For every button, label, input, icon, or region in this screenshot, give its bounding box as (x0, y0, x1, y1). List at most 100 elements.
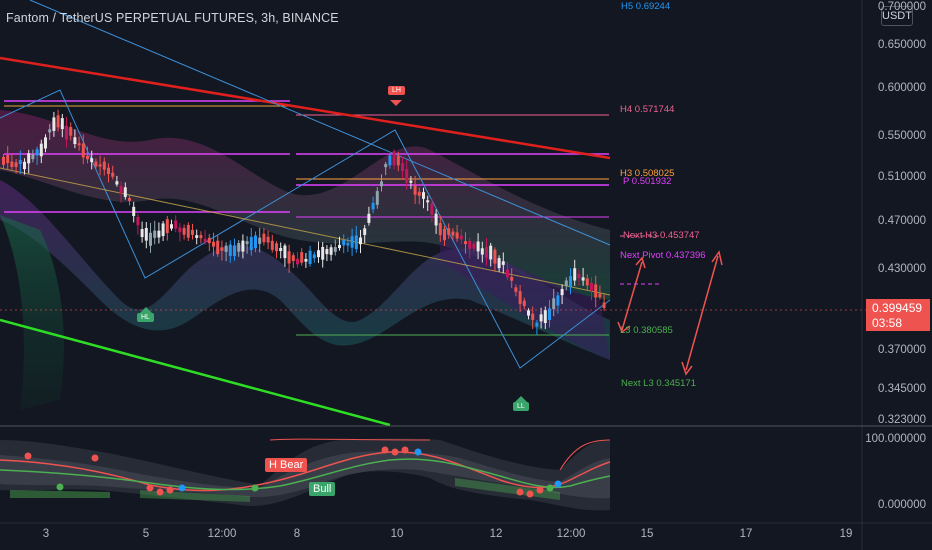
candle-body (182, 228, 186, 235)
candle-body (178, 227, 182, 233)
candle-body (102, 161, 106, 170)
oscillator-signal-dot (526, 490, 534, 498)
candle-body (111, 172, 115, 177)
candle-body (598, 293, 602, 298)
candle-body (6, 154, 10, 164)
candle-body (543, 309, 547, 324)
candle-body (548, 308, 551, 320)
candle-body (401, 163, 404, 172)
candle-body (132, 206, 136, 217)
candle-body (556, 295, 560, 306)
candle-body (296, 258, 299, 265)
candle-body (489, 245, 493, 260)
pivot-label-p: P 0.501932 (623, 176, 672, 187)
time-axis-label: 10 (390, 528, 404, 540)
candle-body (518, 291, 522, 304)
hl-marker: HL (137, 313, 154, 322)
candle-body (384, 164, 388, 168)
candle-body (161, 223, 165, 237)
candle-body (65, 125, 68, 140)
price-axis-label: 0.550000 (878, 130, 926, 142)
price-axis-label: 0.345000 (878, 383, 926, 395)
candle-body (90, 158, 94, 163)
currency-button[interactable]: USDT (881, 6, 913, 26)
candle-body (321, 246, 325, 260)
candle-body (14, 162, 18, 168)
oscillator-signal-dot (251, 484, 259, 492)
candle-body (354, 235, 358, 250)
candle-body (18, 159, 22, 165)
candle-body (438, 223, 442, 236)
candle-body (237, 243, 241, 252)
candle-body (254, 235, 257, 249)
candle-body (535, 322, 539, 327)
candle-body (485, 247, 488, 258)
candle-body (531, 313, 535, 321)
candle-body (245, 241, 249, 245)
candle-body (476, 241, 480, 252)
candle-body (590, 283, 593, 291)
oscillator-signal-dot (156, 488, 164, 496)
candle-body (119, 185, 123, 194)
oscillator-signal-dot (24, 452, 32, 460)
candle-body (81, 143, 85, 158)
candle-body (207, 237, 211, 244)
oscillator-panel (0, 438, 611, 511)
candle-body (153, 230, 157, 238)
candle-body (48, 129, 52, 133)
candle-body (359, 237, 362, 245)
candle-body (279, 247, 283, 252)
oscillator-axis-label: 0.000000 (878, 499, 926, 511)
candle-body (493, 249, 497, 264)
candle-body (233, 245, 236, 257)
current-price: 0.399459 (872, 301, 923, 315)
candle-body (60, 118, 64, 130)
candle-body (497, 258, 501, 269)
candle-body (388, 155, 392, 166)
candle-body (325, 249, 329, 255)
candle-body (220, 247, 224, 251)
pivot-label-h4: H4 0.571744 (620, 104, 675, 115)
oscillator-signal-dot (546, 484, 554, 492)
oscillator-signal-dot (166, 486, 174, 494)
candle-body (346, 243, 350, 246)
time-axis-label: 12:00 (556, 528, 586, 540)
candle-body (258, 237, 262, 244)
candle-body (136, 216, 140, 226)
candle-body (573, 268, 577, 281)
candle-body (23, 161, 26, 170)
oscillator-signal-dot (56, 483, 64, 491)
candle-body (405, 169, 409, 183)
oscillator-signal-dot (536, 486, 544, 494)
oscillator-axis-label: 100.000000 (865, 433, 926, 445)
bull-divergence-label: Bull (309, 482, 336, 496)
candle-body (501, 261, 505, 265)
candle-body (560, 289, 564, 296)
oscillator-signal-dot (401, 446, 409, 454)
oscillator-signal-dot (178, 484, 186, 492)
price-axis-label: 0.370000 (878, 344, 926, 356)
candle-body (304, 258, 308, 262)
candle-body (409, 180, 413, 183)
candle-body (94, 161, 98, 167)
candle-body (157, 230, 161, 238)
time-axis-label: 3 (42, 528, 50, 540)
candle-body (371, 202, 375, 210)
candlesticks (2, 109, 606, 336)
lh-marker-pointer (390, 100, 402, 106)
candle-body (539, 314, 543, 322)
pivot-label-next-pivot: Next Pivot 0.437396 (620, 250, 706, 261)
candle-body (27, 153, 31, 164)
candle-body (69, 127, 73, 136)
candle-body (291, 255, 295, 261)
candle-body (413, 185, 417, 195)
candle-body (396, 156, 400, 166)
candle-body (283, 245, 287, 259)
candle-body (186, 224, 190, 238)
candle-body (212, 241, 215, 247)
candle-body (216, 240, 220, 255)
time-axis-label: 17 (739, 528, 753, 540)
price-axis-label: 0.510000 (878, 171, 926, 183)
time-axis-label: 15 (640, 528, 654, 540)
